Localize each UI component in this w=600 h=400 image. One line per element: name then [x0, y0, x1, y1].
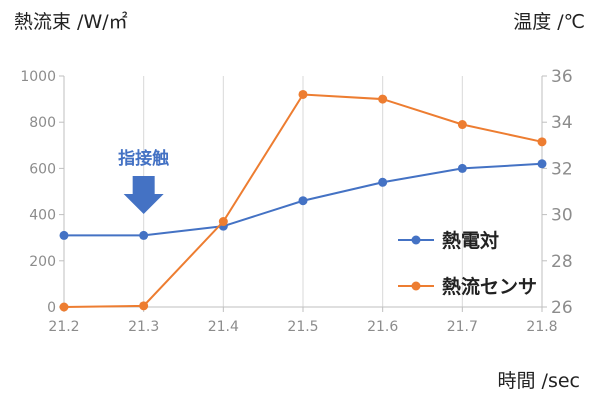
data-point	[218, 217, 228, 227]
y-axis-right-ticks: 26 28 30 32 34 36	[542, 67, 573, 318]
down-arrow-icon	[123, 176, 164, 214]
series-heat-flux-sensor	[59, 89, 547, 312]
tick-label-right: 32	[551, 159, 573, 179]
tick-label-x: 21.8	[526, 319, 557, 335]
x-axis-title: 時間 /sec	[498, 370, 580, 392]
tick-label-x: 21.2	[48, 319, 79, 335]
annotation-finger-contact: 指接触	[118, 148, 169, 214]
legend-swatch-marker	[411, 281, 421, 291]
legend-swatch-marker	[411, 235, 421, 245]
series-thermocouple	[59, 159, 547, 240]
y-axis-left-ticks: 0 200 400 600 800 1000	[20, 69, 64, 316]
data-point	[139, 301, 149, 311]
annotation-label: 指接触	[118, 148, 169, 169]
data-point	[378, 94, 388, 104]
tick-label-right: 30	[551, 206, 573, 226]
tick-label-x: 21.6	[367, 319, 398, 335]
tick-label-right: 28	[551, 252, 573, 272]
tick-label-right: 36	[551, 67, 573, 87]
tick-label-right: 34	[551, 113, 573, 133]
x-axis-ticks: 21.2 21.3 21.4 21.5 21.6 21.7 21.8	[48, 307, 558, 335]
data-point	[59, 230, 69, 240]
legend-entry: 熱電対	[398, 229, 499, 252]
tick-label-left: 400	[29, 208, 56, 224]
tick-label-x: 21.7	[447, 319, 478, 335]
data-point	[457, 120, 467, 130]
tick-label-left: 600	[29, 161, 56, 177]
tick-label-left: 0	[47, 300, 56, 316]
y-axis-right-title: 温度 /℃	[513, 11, 585, 33]
data-point	[537, 159, 547, 169]
y-axis-left-title: 熱流束 /W/㎡	[14, 10, 128, 33]
data-point	[59, 302, 69, 312]
series-layer	[59, 89, 547, 312]
data-point	[298, 196, 308, 206]
tick-label-x: 21.5	[287, 319, 318, 335]
data-point	[457, 163, 467, 173]
tick-label-left: 1000	[20, 69, 56, 85]
data-point	[298, 89, 308, 99]
tick-label-x: 21.3	[128, 319, 159, 335]
tick-label-left: 800	[29, 115, 56, 131]
legend-label: 熱電対	[442, 229, 499, 252]
data-point	[537, 137, 547, 147]
tick-label-right: 26	[551, 298, 573, 318]
legend-entry: 熱流センサ	[398, 275, 537, 298]
tick-label-left: 200	[29, 254, 56, 270]
tick-label-x: 21.4	[208, 319, 239, 335]
data-point	[378, 177, 388, 187]
legend-label: 熱流センサ	[442, 275, 537, 298]
annotation-layer: 指接触	[118, 148, 169, 214]
data-point	[139, 230, 149, 240]
